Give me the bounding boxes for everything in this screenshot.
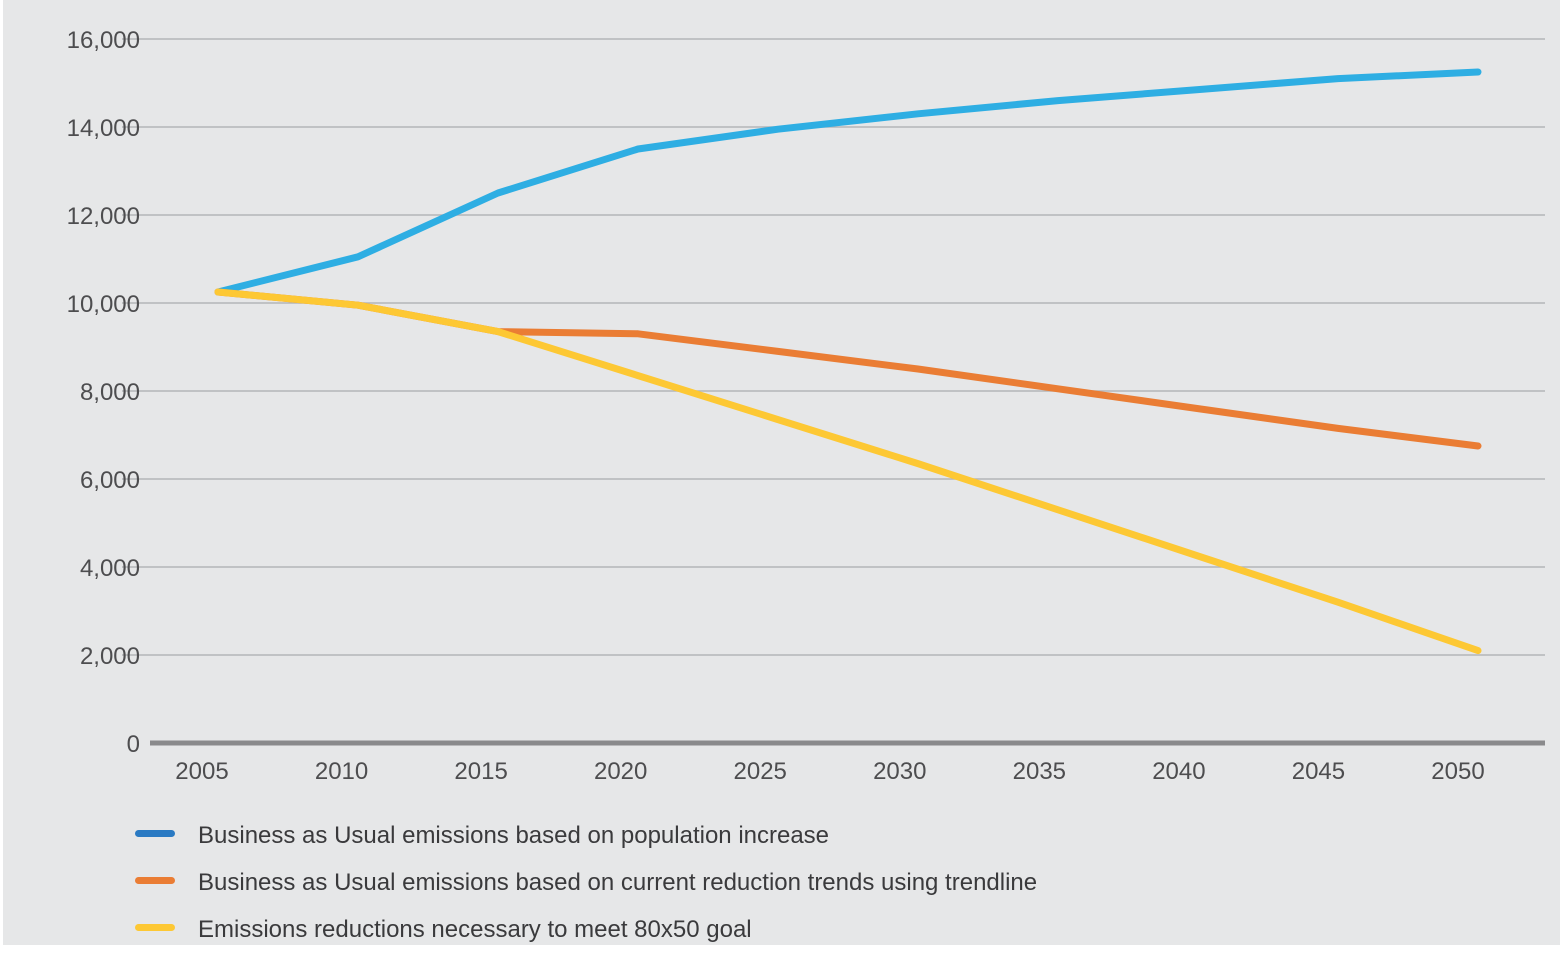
x-tick-label: 2005 — [175, 758, 228, 785]
x-tick-label: 2040 — [1152, 758, 1205, 785]
y-tick-label: 14,000 — [67, 115, 140, 142]
y-tick-label: 8,000 — [80, 379, 140, 406]
y-tick-label: 2,000 — [80, 643, 140, 670]
y-tick-label: 4,000 — [80, 555, 140, 582]
x-tick-label: 2020 — [594, 758, 647, 785]
series-line-3 — [218, 292, 1478, 651]
y-tick-label: 12,000 — [67, 203, 140, 230]
y-tick-label: 0 — [127, 731, 140, 758]
x-tick-label: 2025 — [734, 758, 787, 785]
y-tick-label: 6,000 — [80, 467, 140, 494]
grid-lines — [122, 39, 1545, 743]
legend-label: Business as Usual emissions based on cur… — [198, 869, 1037, 897]
legend-item-trendline: Business as Usual emissions based on cur… — [135, 859, 1037, 906]
x-tick-label: 2030 — [873, 758, 926, 785]
x-tick-label: 2010 — [315, 758, 368, 785]
y-tick-label: 16,000 — [67, 27, 140, 54]
legend-item-80x50-goal: Emissions reductions necessary to meet 8… — [135, 906, 1037, 953]
x-axis-tick-labels: 2005 2010 2015 2020 2025 2030 2035 2040 2045 2050 — [175, 758, 1484, 785]
legend-label: Emissions reductions necessary to meet 8… — [198, 916, 752, 944]
x-tick-label: 2045 — [1292, 758, 1345, 785]
x-tick-label: 2035 — [1013, 758, 1066, 785]
series-line-1 — [218, 72, 1478, 292]
legend: Business as Usual emissions based on pop… — [135, 812, 1037, 953]
y-axis-tick-labels: 0 2,000 4,000 6,000 8,000 10,000 12,000 14,000 1… — [67, 27, 140, 758]
legend-swatch-blue — [135, 830, 175, 837]
series-lines — [218, 72, 1478, 651]
legend-swatch-orange — [135, 877, 175, 884]
y-tick-label: 10,000 — [67, 291, 140, 318]
legend-label: Business as Usual emissions based on pop… — [198, 822, 829, 850]
legend-swatch-yellow — [135, 924, 175, 931]
x-tick-label: 2050 — [1431, 758, 1484, 785]
x-tick-label: 2015 — [454, 758, 507, 785]
legend-item-population: Business as Usual emissions based on pop… — [135, 812, 1037, 859]
